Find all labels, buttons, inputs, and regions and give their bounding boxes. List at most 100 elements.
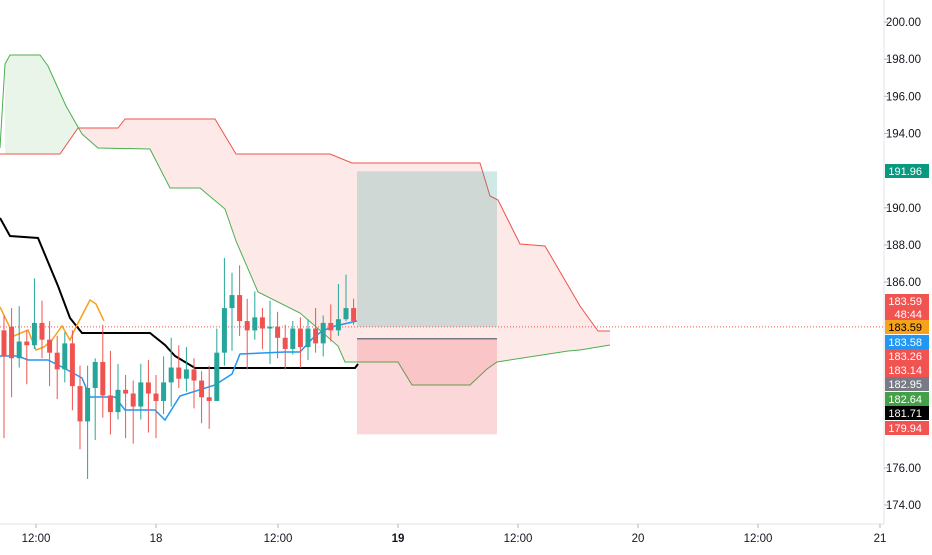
candle-up[interactable] <box>290 328 296 349</box>
candle-up[interactable] <box>214 352 220 401</box>
x-tick-label: 12:00 <box>22 533 51 545</box>
candle-down[interactable] <box>351 308 357 322</box>
price-label: 179.94 <box>888 423 922 435</box>
price-label-bg <box>885 406 929 420</box>
candle-down[interactable] <box>206 397 212 401</box>
candle-up[interactable] <box>138 382 144 407</box>
y-tick-label: 190.00 <box>886 203 921 215</box>
candle-up[interactable] <box>85 387 91 422</box>
cloud-bear-fill <box>78 119 610 385</box>
ichimoku-cloud <box>0 54 611 386</box>
candle-up[interactable] <box>267 326 273 329</box>
candle-down[interactable] <box>123 389 129 394</box>
candle-up[interactable] <box>335 319 341 331</box>
candle-down[interactable] <box>24 341 30 346</box>
candle-down[interactable] <box>313 328 319 344</box>
candle-down[interactable] <box>259 317 265 329</box>
candle-up[interactable] <box>252 317 258 331</box>
candle-up[interactable] <box>92 361 98 388</box>
y-tick-label: 188.00 <box>886 240 921 252</box>
y-tick-label: 194.00 <box>886 128 921 140</box>
cloud-bull-fill <box>5 55 78 154</box>
price-label: 191.96 <box>888 166 922 178</box>
candle-down[interactable] <box>191 369 197 381</box>
candle-down[interactable] <box>328 322 334 331</box>
candle-down[interactable] <box>297 328 303 348</box>
candle-up[interactable] <box>62 343 68 370</box>
y-tick-label: 198.00 <box>886 54 921 66</box>
candle-up[interactable] <box>16 341 22 359</box>
x-tick-label: 19 <box>392 533 405 545</box>
candle-down[interactable] <box>244 321 250 331</box>
price-label: 183.59 <box>888 322 922 334</box>
price-label: 182.64 <box>888 394 922 406</box>
price-label-bg <box>885 320 929 334</box>
candle-down[interactable] <box>145 382 151 394</box>
base-line <box>0 217 359 369</box>
position-box <box>357 171 497 435</box>
candle-up[interactable] <box>305 328 311 348</box>
y-tick-label: 200.00 <box>886 17 921 29</box>
candle-down[interactable] <box>199 380 205 398</box>
candle-down[interactable] <box>153 393 159 401</box>
y-tick-label: 196.00 <box>886 91 921 103</box>
candle-down[interactable] <box>9 326 15 359</box>
candle-down[interactable] <box>39 322 45 340</box>
candle-up[interactable] <box>115 389 121 413</box>
candle-down[interactable] <box>176 367 182 379</box>
price-label: 48:44 <box>894 309 922 321</box>
y-tick-label: 174.00 <box>886 500 921 512</box>
price-label: 181.71 <box>888 408 922 420</box>
candle-down[interactable] <box>275 326 281 338</box>
price-label: 183.14 <box>888 365 922 377</box>
price-label-bg <box>885 294 929 308</box>
price-label: 183.26 <box>888 351 922 363</box>
x-tick-label: 21 <box>874 533 887 545</box>
price-label: 183.58 <box>888 337 922 349</box>
axes: 200.00 198.00 196.00 194.00 190.00 188.00 186.… <box>0 0 921 545</box>
price-label-bg <box>885 307 929 321</box>
price-label-bg <box>885 164 929 178</box>
candle-down[interactable] <box>1 330 7 357</box>
leading-span-a <box>0 118 610 332</box>
candle-down[interactable] <box>107 395 113 413</box>
position-profit-zone[interactable] <box>357 171 497 327</box>
candle-down[interactable] <box>130 393 136 407</box>
price-label-bg <box>885 363 929 377</box>
candle-down[interactable] <box>282 337 288 349</box>
x-tick-label: 12:00 <box>504 533 533 545</box>
leading-span-b <box>0 54 611 386</box>
candle-up[interactable] <box>31 322 37 346</box>
candle-down[interactable] <box>100 361 106 396</box>
candle-up[interactable] <box>168 367 174 383</box>
candle-down[interactable] <box>69 343 75 387</box>
price-label-bg <box>885 335 929 349</box>
x-tick-label: 12:00 <box>264 533 293 545</box>
candle-up[interactable] <box>161 382 167 401</box>
candle-up[interactable] <box>320 322 326 344</box>
candle-down[interactable] <box>237 295 243 322</box>
candle-up[interactable] <box>221 308 227 353</box>
candle-down[interactable] <box>47 339 53 353</box>
price-label-bg <box>885 377 929 391</box>
candles <box>1 257 357 479</box>
candle-down[interactable] <box>77 386 83 422</box>
y-tick-label: 176.00 <box>886 463 921 475</box>
candle-up[interactable] <box>183 369 189 379</box>
x-tick-label: 12:00 <box>744 533 773 545</box>
price-label: 182.95 <box>888 379 922 391</box>
price-label-bg <box>885 349 929 363</box>
candle-up[interactable] <box>229 295 235 309</box>
price-label-bg <box>885 421 929 435</box>
price-label: 183.59 <box>888 296 922 308</box>
x-tick-label: 18 <box>150 533 163 545</box>
position-loss-zone[interactable] <box>357 338 497 435</box>
x-tick-label: 20 <box>632 533 645 545</box>
candle-up[interactable] <box>343 308 349 320</box>
candle-down[interactable] <box>54 352 60 370</box>
lagging-span <box>0 298 105 351</box>
y-tick-label: 186.00 <box>886 277 921 289</box>
